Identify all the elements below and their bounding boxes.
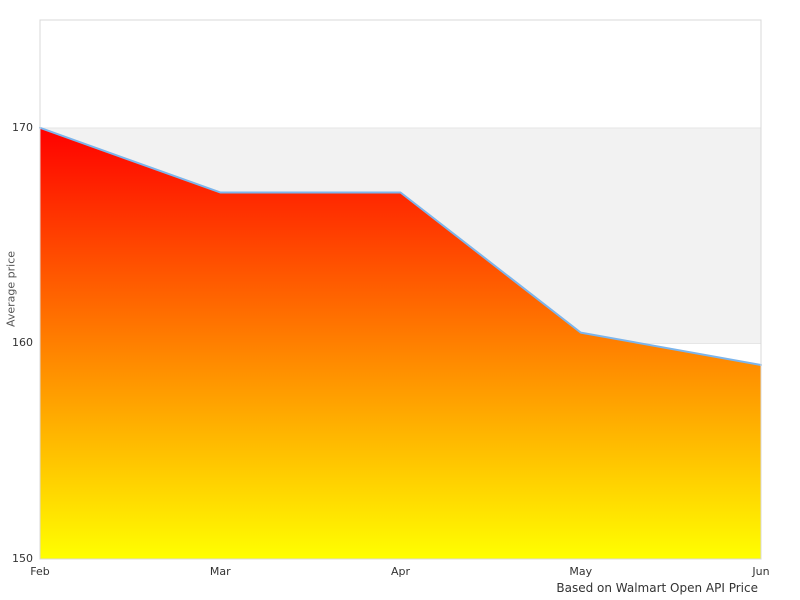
- x-axis-tick-label: Jun: [752, 565, 770, 578]
- x-axis-tick-label: Apr: [390, 565, 411, 578]
- chart-caption: Based on Walmart Open API Price: [556, 581, 758, 595]
- y-axis-tick-label: 150: [12, 552, 33, 565]
- y-axis-tick-label: 170: [12, 120, 33, 134]
- series-line: [39, 126, 762, 366]
- y-axis-title: Average price: [4, 250, 18, 328]
- series-area: [40, 127, 761, 560]
- plot-border: [39, 19, 762, 560]
- x-axis-tick-label: Feb: [30, 565, 50, 578]
- x-axis-tick-label: Mar: [209, 565, 231, 578]
- y-axis-tick-label: 160: [12, 336, 33, 350]
- x-axis-tick-label: May: [569, 565, 593, 578]
